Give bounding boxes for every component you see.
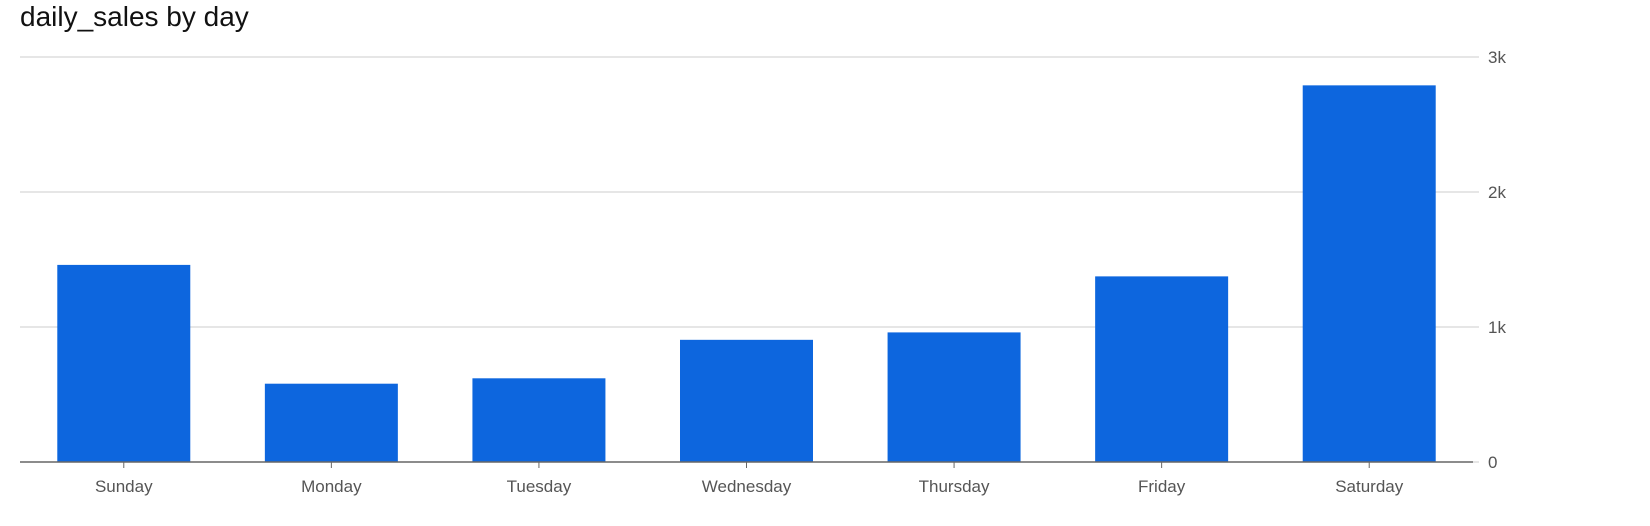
y-tick-label: 2k bbox=[1488, 183, 1506, 202]
bar-monday bbox=[264, 383, 398, 462]
bar-tuesday bbox=[472, 378, 606, 462]
x-tick-label-sunday: Sunday bbox=[95, 477, 153, 496]
x-tick-label-tuesday: Tuesday bbox=[507, 477, 572, 496]
y-tick-label: 3k bbox=[1488, 48, 1506, 67]
x-tick-label-friday: Friday bbox=[1138, 477, 1186, 496]
x-tick-label-wednesday: Wednesday bbox=[702, 477, 792, 496]
bars bbox=[57, 85, 1436, 462]
bar-sunday bbox=[57, 264, 191, 462]
y-tick-label: 1k bbox=[1488, 318, 1506, 337]
x-tick-label-saturday: Saturday bbox=[1335, 477, 1404, 496]
tick-labels: 0 1k 2k 3k Sunday Monday Tuesday Wednesday Thurs… bbox=[95, 48, 1507, 496]
chart-title: daily_sales by day bbox=[20, 1, 249, 32]
bar-wednesday bbox=[680, 339, 813, 462]
x-tick-label-monday: Monday bbox=[301, 477, 362, 496]
bar-friday bbox=[1095, 276, 1229, 462]
y-tick-label: 0 bbox=[1488, 453, 1497, 472]
axes bbox=[20, 56, 1479, 468]
gridlines bbox=[20, 56, 1473, 328]
bar-saturday bbox=[1302, 85, 1436, 462]
bar-thursday bbox=[887, 332, 1021, 462]
x-tick-label-thursday: Thursday bbox=[919, 477, 990, 496]
